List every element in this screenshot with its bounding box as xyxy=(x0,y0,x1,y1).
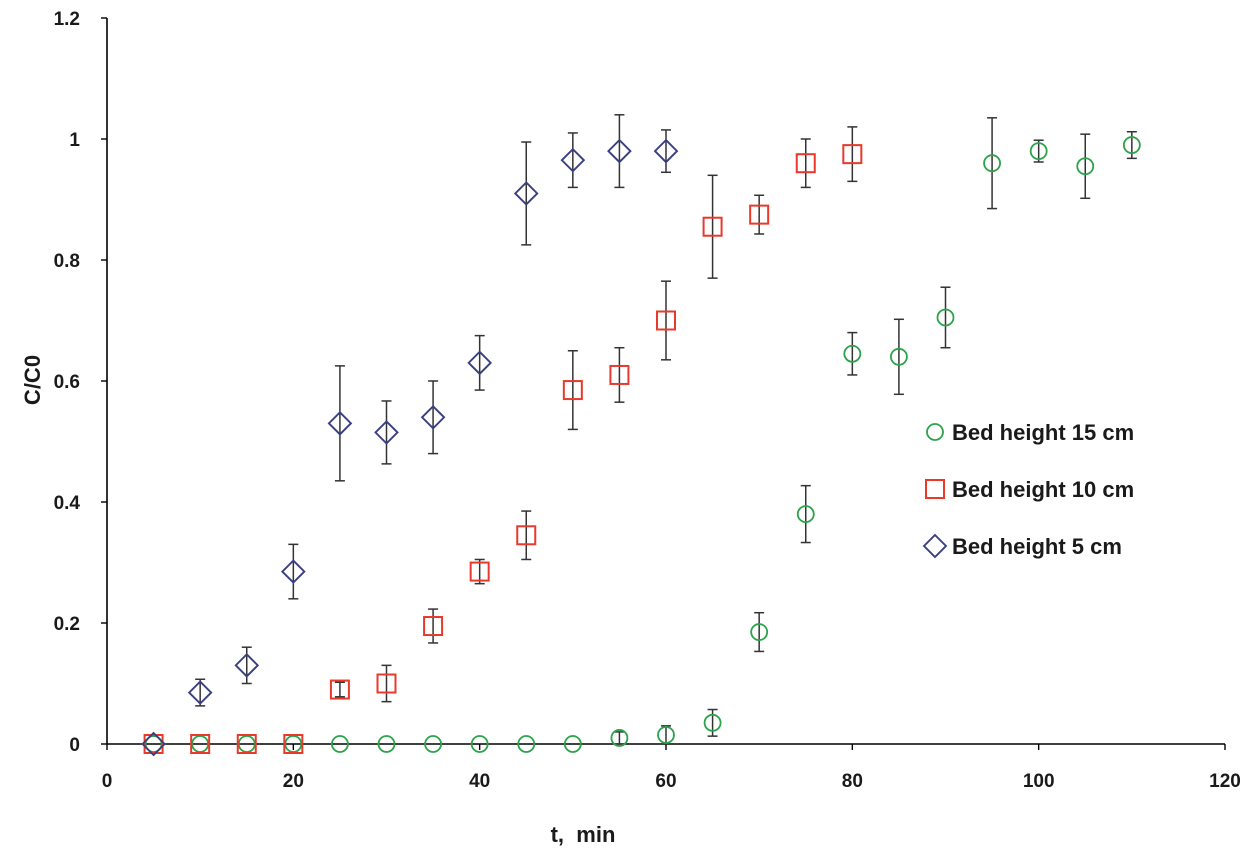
data-markers xyxy=(141,136,1141,757)
data-point-circle xyxy=(517,735,536,753)
y-tick-label: 0.4 xyxy=(54,493,81,514)
data-point-square xyxy=(516,525,537,546)
data-point-square xyxy=(329,679,350,700)
data-point-square xyxy=(842,144,863,165)
legend-label: Bed height 10 cm xyxy=(952,477,1134,502)
data-point-diamond xyxy=(653,138,679,164)
data-point-diamond xyxy=(374,420,399,445)
legend-label: Bed height 15 cm xyxy=(952,420,1134,445)
data-point-square xyxy=(562,380,583,401)
data-point-square xyxy=(143,734,164,754)
data-point-square xyxy=(283,734,304,754)
y-tick-label: 0 xyxy=(69,735,80,756)
x-tick-label: 40 xyxy=(469,771,490,792)
data-point-diamond xyxy=(560,147,586,173)
data-point-square xyxy=(749,204,770,225)
y-tick-label: 0.2 xyxy=(54,614,80,635)
data-point-square xyxy=(423,616,444,637)
x-tick-label: 0 xyxy=(102,771,113,792)
data-point-square xyxy=(609,364,630,385)
legend-circle-icon xyxy=(926,423,944,441)
y-tick-label: 1.2 xyxy=(54,9,80,30)
data-point-diamond xyxy=(607,138,632,164)
axis-ticks: 0 0.2 0.4 0.6 0.8 1 1.2 0 20 40 60 80 100 120 xyxy=(54,9,1241,792)
data-point-circle xyxy=(1076,157,1095,176)
x-tick-label: 60 xyxy=(655,771,676,792)
data-point-circle xyxy=(331,735,349,753)
x-tick-label: 20 xyxy=(283,771,304,792)
data-point-square xyxy=(376,673,397,694)
data-point-circle xyxy=(563,735,582,753)
data-point-square xyxy=(656,310,676,331)
data-point-square xyxy=(236,734,257,754)
data-point-circle xyxy=(470,735,489,753)
x-tick-label: 80 xyxy=(842,771,863,792)
x-tick-label: 120 xyxy=(1209,771,1241,792)
data-point-circle xyxy=(936,308,955,327)
data-point-square xyxy=(190,734,211,754)
data-point-diamond xyxy=(420,404,446,430)
data-point-diamond xyxy=(280,559,306,584)
data-point-circle xyxy=(796,505,815,523)
data-point-circle xyxy=(377,735,396,753)
data-point-circle xyxy=(1029,142,1048,161)
data-point-circle xyxy=(703,713,722,732)
data-point-diamond xyxy=(513,181,539,206)
x-tick-label: 100 xyxy=(1023,771,1055,792)
data-point-circle xyxy=(983,154,1001,173)
legend-label: Bed height 5 cm xyxy=(952,534,1122,559)
x-axis-title: t, min xyxy=(551,822,616,847)
data-point-diamond xyxy=(234,653,260,678)
data-point-circle xyxy=(424,735,442,753)
y-tick-label: 1 xyxy=(69,130,80,151)
y-tick-label: 0.6 xyxy=(54,372,80,393)
data-point-circle xyxy=(890,347,908,366)
y-axis-title: C/C0 xyxy=(20,355,45,405)
data-point-diamond xyxy=(187,680,213,705)
data-point-square xyxy=(469,561,490,582)
data-point-diamond xyxy=(141,731,166,757)
y-tick-label: 0.8 xyxy=(54,251,80,272)
data-point-circle xyxy=(1122,136,1141,154)
legend-square-icon xyxy=(925,479,945,499)
data-point-diamond xyxy=(467,350,493,376)
data-point-square xyxy=(702,216,723,237)
data-point-circle xyxy=(750,623,769,641)
data-point-square xyxy=(795,153,816,174)
data-point-circle xyxy=(610,729,629,747)
legend: Bed height 15 cm Bed height 10 cm Bed heig… xyxy=(922,420,1134,559)
data-point-circle xyxy=(843,344,862,363)
data-point-diamond xyxy=(327,411,353,436)
legend-diamond-icon xyxy=(922,533,948,559)
data-point-circle xyxy=(657,726,675,744)
